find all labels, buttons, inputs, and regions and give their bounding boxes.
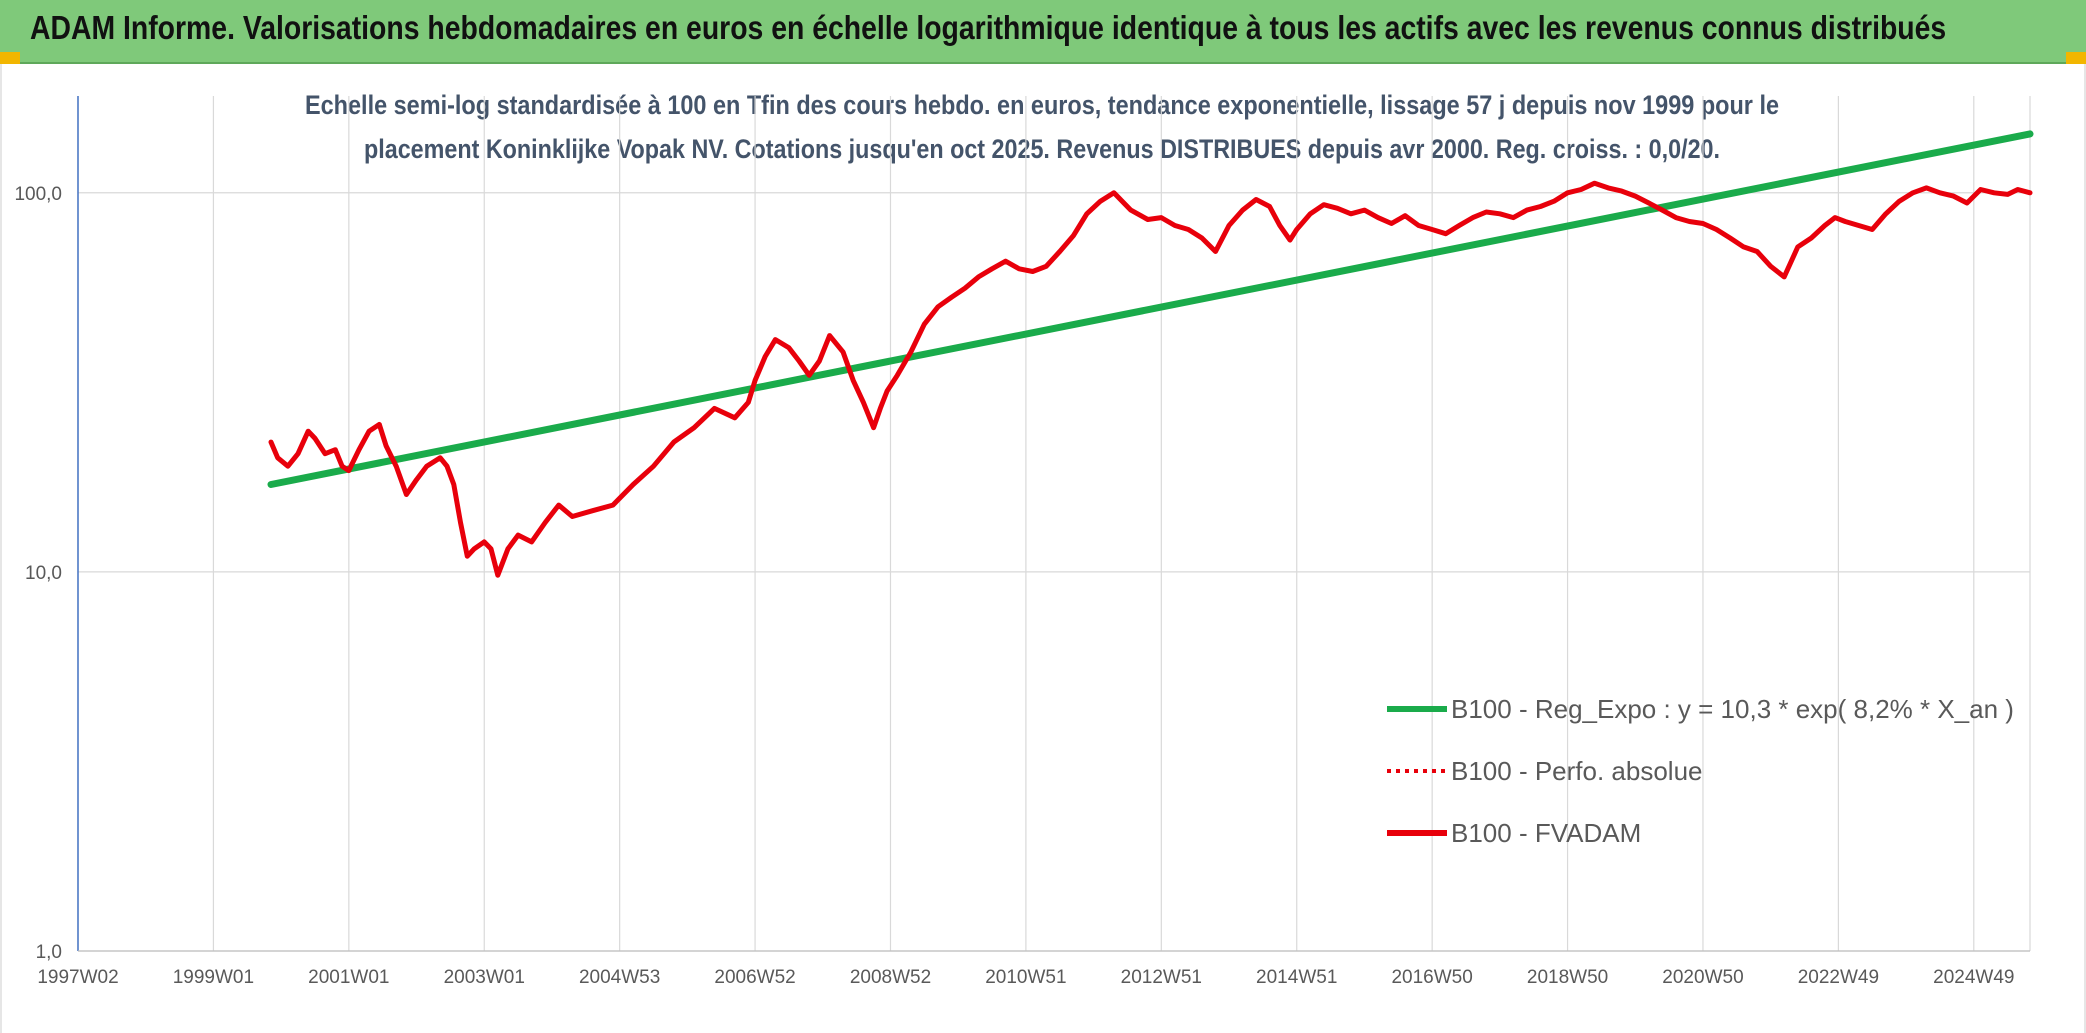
x-tick-label: 2022W49 bbox=[1798, 967, 1879, 988]
subtitle-line-2: placement Koninklijke Vopak NV. Cotation… bbox=[364, 134, 1720, 164]
x-tick-label: 2012W51 bbox=[1121, 967, 1202, 988]
axes: 1997W02 1999W01 2001W01 2003W01 2004W53 2006W… bbox=[14, 96, 2030, 988]
legend-label: B100 - Perfo. absolue bbox=[1451, 756, 1703, 786]
series bbox=[267, 130, 2034, 578]
x-tick-label: 2008W52 bbox=[850, 967, 931, 988]
x-tick-label: 2003W01 bbox=[444, 967, 525, 988]
x-tick-label: 1999W01 bbox=[173, 967, 254, 988]
x-tick-label: 2020W50 bbox=[1662, 967, 1743, 988]
x-tick-label: 2001W01 bbox=[308, 967, 389, 988]
corner-accent-left bbox=[0, 52, 20, 64]
x-tick-label: 2010W51 bbox=[985, 967, 1066, 988]
y-tick-label: 1,0 bbox=[36, 942, 62, 963]
x-tick-label: 1997W02 bbox=[37, 967, 118, 988]
corner-accent-right bbox=[2066, 52, 2086, 64]
chart-frame: Echelle semi-log standardisée à 100 en T… bbox=[0, 64, 2086, 1033]
header-bar: ADAM Informe. Valorisations hebdomadaire… bbox=[0, 0, 2086, 64]
grid bbox=[77, 96, 2031, 952]
legend-label: B100 - Reg_Expo : y = 10,3 * exp( 8,2% *… bbox=[1451, 694, 2014, 724]
y-tick-label: 100,0 bbox=[14, 184, 62, 205]
x-tick-label: 2024W49 bbox=[1933, 967, 2014, 988]
y-tick-label: 10,0 bbox=[25, 563, 62, 584]
trend-line bbox=[267, 130, 2034, 488]
legend-label: B100 - FVADAM bbox=[1451, 818, 1641, 848]
price-line bbox=[268, 180, 2033, 578]
x-tick-label: 2018W50 bbox=[1527, 967, 1608, 988]
x-tick-label: 2004W53 bbox=[579, 967, 660, 988]
legend: B100 - Reg_Expo : y = 10,3 * exp( 8,2% *… bbox=[1387, 694, 2014, 848]
page-title: ADAM Informe. Valorisations hebdomadaire… bbox=[30, 9, 1947, 46]
chart-subtitle: Echelle semi-log standardisée à 100 en T… bbox=[305, 90, 1779, 164]
x-tick-label: 2016W50 bbox=[1391, 967, 1472, 988]
subtitle-line-1: Echelle semi-log standardisée à 100 en T… bbox=[305, 90, 1779, 120]
line-chart: Echelle semi-log standardisée à 100 en T… bbox=[14, 90, 2034, 988]
x-tick-label: 2006W52 bbox=[714, 967, 795, 988]
x-tick-label: 2014W51 bbox=[1256, 967, 1337, 988]
